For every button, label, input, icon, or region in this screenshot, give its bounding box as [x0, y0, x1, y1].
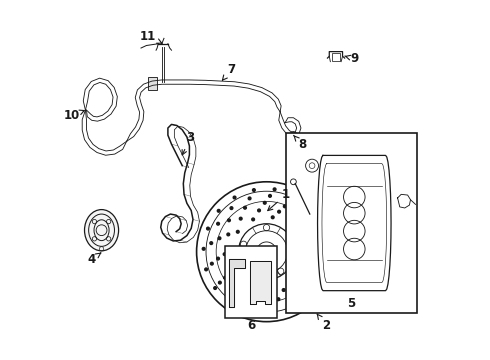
Text: 10: 10	[64, 109, 84, 122]
Circle shape	[298, 261, 301, 264]
Circle shape	[233, 196, 236, 199]
Circle shape	[244, 286, 246, 289]
Circle shape	[272, 306, 275, 309]
Circle shape	[269, 285, 271, 288]
Circle shape	[322, 223, 324, 226]
Circle shape	[321, 249, 324, 251]
Text: 1: 1	[268, 188, 290, 211]
Circle shape	[306, 258, 309, 261]
Circle shape	[214, 287, 217, 289]
Circle shape	[308, 273, 311, 276]
Circle shape	[327, 264, 329, 266]
Circle shape	[263, 292, 265, 295]
Circle shape	[287, 278, 290, 280]
Circle shape	[295, 289, 298, 292]
Circle shape	[308, 287, 310, 289]
Circle shape	[305, 238, 308, 241]
Circle shape	[217, 222, 220, 225]
Circle shape	[230, 249, 233, 252]
Bar	[332, 53, 340, 61]
Circle shape	[293, 194, 296, 197]
Text: 4: 4	[87, 253, 101, 266]
Circle shape	[257, 298, 259, 301]
Circle shape	[244, 206, 246, 209]
Circle shape	[298, 276, 301, 279]
Circle shape	[311, 234, 314, 236]
Circle shape	[218, 237, 221, 240]
Circle shape	[317, 229, 319, 231]
Circle shape	[319, 283, 322, 285]
Circle shape	[278, 210, 280, 213]
Circle shape	[219, 281, 221, 284]
Text: 8: 8	[294, 135, 307, 151]
Circle shape	[249, 282, 252, 284]
Circle shape	[202, 247, 205, 250]
Circle shape	[271, 216, 274, 219]
Circle shape	[277, 298, 280, 301]
Circle shape	[269, 194, 271, 197]
Circle shape	[318, 269, 320, 272]
Text: 9: 9	[345, 52, 359, 65]
Circle shape	[218, 210, 220, 212]
Text: 5: 5	[347, 297, 356, 310]
Circle shape	[252, 189, 255, 192]
Circle shape	[211, 262, 213, 265]
Circle shape	[237, 230, 239, 233]
Circle shape	[235, 268, 238, 271]
Circle shape	[205, 268, 207, 271]
Ellipse shape	[84, 210, 119, 251]
Circle shape	[295, 221, 297, 224]
Circle shape	[288, 309, 291, 312]
Circle shape	[228, 301, 231, 304]
Polygon shape	[229, 259, 245, 307]
Circle shape	[228, 219, 230, 222]
Circle shape	[282, 289, 285, 291]
Circle shape	[233, 296, 236, 299]
Circle shape	[306, 298, 308, 301]
Circle shape	[223, 253, 226, 256]
Circle shape	[227, 233, 230, 236]
Circle shape	[230, 207, 233, 210]
Text: 3: 3	[182, 131, 195, 155]
Circle shape	[229, 272, 232, 275]
Circle shape	[239, 217, 242, 220]
Circle shape	[207, 227, 209, 230]
Text: 7: 7	[222, 63, 235, 80]
Circle shape	[328, 243, 330, 246]
Bar	[148, 77, 157, 90]
Circle shape	[300, 216, 303, 219]
Circle shape	[248, 197, 251, 200]
Text: 11: 11	[140, 30, 162, 43]
Circle shape	[210, 242, 213, 244]
Circle shape	[305, 211, 308, 214]
Polygon shape	[250, 261, 271, 305]
Circle shape	[289, 199, 291, 202]
Circle shape	[251, 305, 254, 307]
Circle shape	[283, 205, 286, 208]
Circle shape	[258, 209, 260, 212]
Circle shape	[289, 225, 292, 228]
Circle shape	[310, 206, 313, 209]
Circle shape	[223, 276, 226, 279]
Circle shape	[217, 257, 220, 260]
Bar	[225, 246, 277, 318]
Text: 2: 2	[317, 314, 330, 332]
Circle shape	[292, 300, 294, 302]
Circle shape	[252, 218, 254, 221]
Circle shape	[314, 254, 317, 256]
Text: 6: 6	[247, 319, 255, 332]
Circle shape	[247, 311, 249, 313]
Circle shape	[273, 188, 276, 191]
Circle shape	[238, 291, 241, 294]
Bar	[286, 134, 417, 313]
Circle shape	[299, 242, 302, 244]
Circle shape	[268, 313, 270, 316]
Circle shape	[264, 202, 266, 204]
